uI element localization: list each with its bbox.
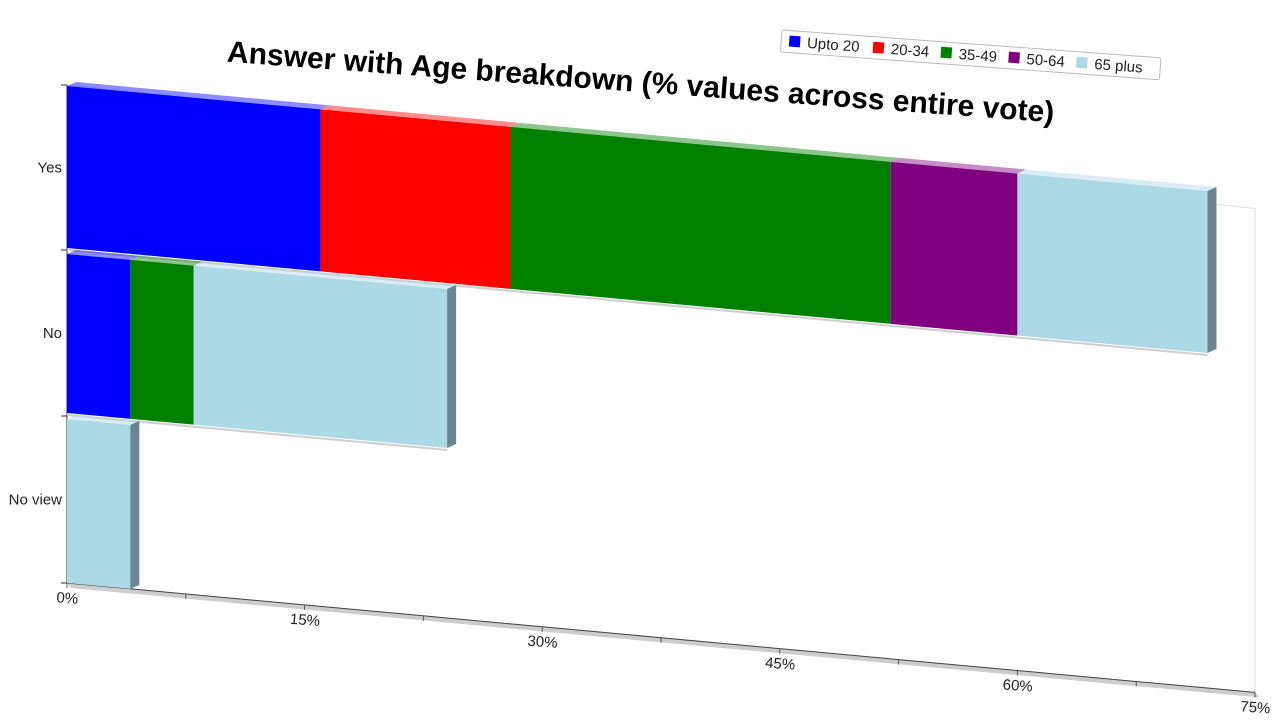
bar-shadow [66, 584, 131, 592]
bar-top-face [67, 82, 330, 110]
x-tick-label: 15% [289, 611, 320, 630]
bar-segment-no-65-plus [193, 265, 448, 449]
bars [66, 82, 1217, 592]
bar-top-face [130, 255, 203, 266]
bar-top-face [1017, 169, 1217, 192]
x-tick-label: 75% [1240, 698, 1271, 717]
bar-top-face [67, 415, 140, 425]
bar-top-face [320, 105, 520, 127]
bar-segment-yes-65-plus [1017, 173, 1208, 354]
bar-top-face [510, 122, 900, 162]
x-tick-label: 30% [527, 633, 558, 652]
legend-entry: 50-64 [1026, 51, 1066, 71]
legend-entry: 35-49 [958, 46, 998, 66]
legend-swatch [872, 41, 885, 54]
bar-side-face [447, 285, 457, 449]
legend-entry: Upto 20 [806, 35, 860, 56]
bar-top-face [890, 157, 1027, 174]
bar-side-face [130, 420, 140, 589]
legend-box: Upto 20 20-34 35-49 50-64 65 plus [780, 29, 1162, 81]
x-tick-label: 45% [765, 655, 796, 674]
legend-swatch [940, 46, 953, 59]
bar-top-face [67, 250, 140, 260]
category-label: Yes [38, 160, 62, 177]
bar-segment-no-35-49 [130, 259, 194, 425]
legend-entry: 20-34 [890, 41, 930, 61]
bar-top-face [193, 261, 457, 290]
legend-swatch [1076, 56, 1088, 69]
bar-segment-yes-20-34 [320, 109, 511, 289]
tick-labels: Yes No No view 0% 15% 30% 45% 60% 75% [9, 160, 1271, 718]
category-label: No view [9, 492, 63, 509]
legend-entry: 65 plus [1094, 56, 1143, 76]
x-tick-label: 0% [56, 589, 79, 608]
bar-segment-yes-35-49 [510, 126, 891, 324]
bar-shadow [66, 249, 1208, 357]
bar-segment-no-view-65-plus [67, 419, 131, 589]
category-label: No [43, 325, 62, 342]
bar-segment-yes-upto-20 [67, 86, 321, 272]
bar-segment-yes-50-64 [890, 161, 1018, 336]
bar-shadow [66, 414, 448, 452]
bar-segment-no-upto-20 [67, 254, 131, 419]
legend-swatch [1008, 51, 1020, 64]
floor-strip [67, 583, 1259, 698]
bar-side-face [1207, 187, 1217, 354]
x-tick-label: 60% [1002, 676, 1033, 695]
legend: Upto 20 20-34 35-49 50-64 65 plus [780, 29, 1162, 81]
legend-swatch [788, 35, 801, 48]
